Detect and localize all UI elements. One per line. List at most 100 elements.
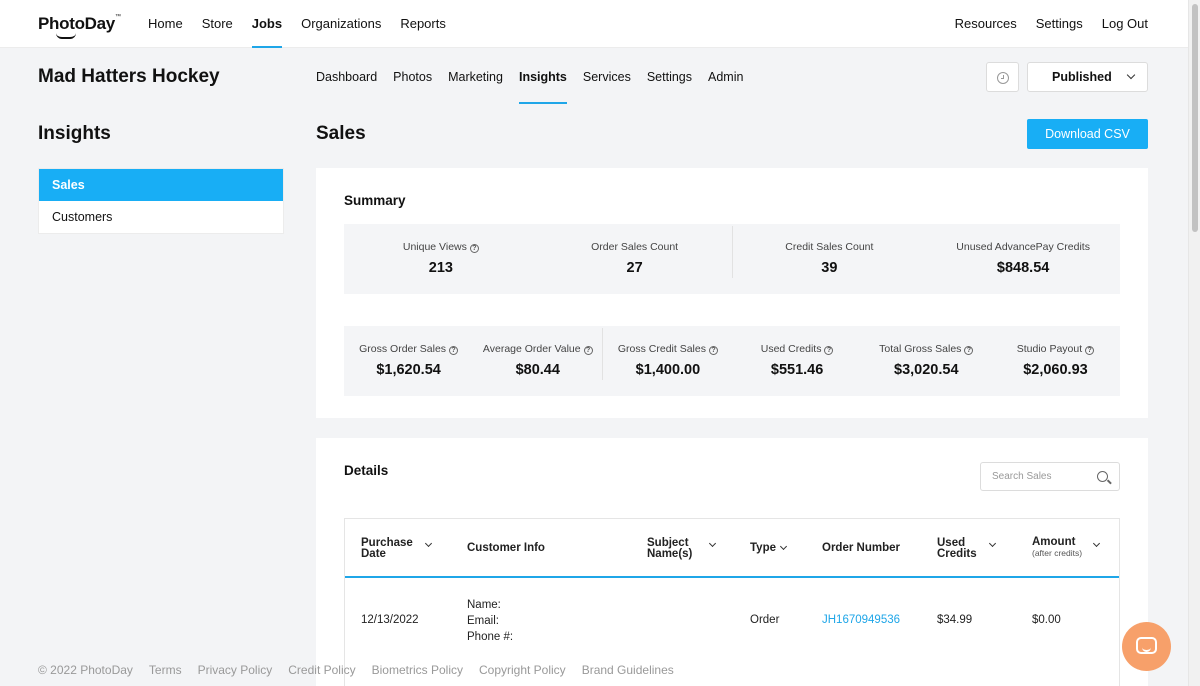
job-status-value: Published xyxy=(1052,70,1112,84)
sidebar-title: Insights xyxy=(38,123,111,144)
col-used-credits[interactable]: Used Credits xyxy=(937,537,977,560)
stat-value: $1,620.54 xyxy=(376,362,441,378)
stat-unused-advancepay-credits: Unused AdvancePay Credits $848.54 xyxy=(926,224,1120,294)
stat-value: $3,020.54 xyxy=(894,362,959,378)
chevron-down-icon[interactable] xyxy=(424,539,433,548)
summary-row-financial: Gross Order Sales? $1,620.54 Average Ord… xyxy=(344,326,1120,396)
cell-customer-info: Name: Email: Phone #: xyxy=(467,599,514,643)
tab-settings[interactable]: Settings xyxy=(646,70,692,84)
stat-value: 27 xyxy=(626,260,643,276)
stat-value: $80.44 xyxy=(515,362,560,378)
sidebar-item-sales[interactable]: Sales xyxy=(39,169,283,201)
help-icon[interactable]: ? xyxy=(1085,346,1095,355)
footer-privacy-link[interactable]: Privacy Policy xyxy=(197,663,273,677)
stat-value: $2,060.93 xyxy=(1023,362,1088,378)
help-icon[interactable]: ? xyxy=(824,346,834,355)
nav-organizations[interactable]: Organizations xyxy=(301,16,382,31)
nav-settings[interactable]: Settings xyxy=(1035,16,1083,31)
stat-divider xyxy=(731,226,733,278)
cell-type: Order xyxy=(750,614,780,626)
page-scrollbar[interactable] xyxy=(1188,0,1200,686)
stat-value: $551.46 xyxy=(770,362,824,378)
tab-photos[interactable]: Photos xyxy=(393,70,433,84)
job-subnav: Dashboard Photos Marketing Insights Serv… xyxy=(316,58,759,104)
col-purchase-date[interactable]: Purchase Date xyxy=(361,537,413,560)
summary-row-primary: Unique Views? 213 Order Sales Count 27 C… xyxy=(344,224,1120,294)
summary-title: Summary xyxy=(344,193,406,208)
stat-value: $1,400.00 xyxy=(635,362,701,378)
tab-dashboard[interactable]: Dashboard xyxy=(316,70,378,84)
chevron-down-icon xyxy=(1126,70,1136,80)
clock-icon xyxy=(997,72,1009,84)
summary-card: Summary Unique Views? 213 Order Sales Co… xyxy=(316,168,1148,418)
nav-reports[interactable]: Reports xyxy=(400,16,446,31)
stat-order-sales-count: Order Sales Count 27 xyxy=(538,224,732,294)
search-sales-input[interactable]: Search Sales xyxy=(980,462,1120,491)
nav-home[interactable]: Home xyxy=(148,16,183,31)
col-subject-names[interactable]: Subject Name(s) xyxy=(647,537,693,560)
cell-used-credits: $34.99 xyxy=(937,614,973,626)
chevron-down-icon[interactable] xyxy=(988,539,997,548)
help-icon[interactable]: ? xyxy=(449,346,459,355)
col-amount[interactable]: Amount (after credits) xyxy=(1032,536,1083,558)
footer-brand-guidelines-link[interactable]: Brand Guidelines xyxy=(581,663,674,677)
photoday-logo[interactable]: PhotoDay™ xyxy=(38,14,121,39)
nav-resources[interactable]: Resources xyxy=(954,16,1017,31)
footer-terms-link[interactable]: Terms xyxy=(148,663,182,677)
stat-value: $848.54 xyxy=(996,260,1050,276)
tab-insights[interactable]: Insights xyxy=(518,58,567,104)
job-status-select[interactable]: Published xyxy=(1027,62,1148,92)
stat-value: 39 xyxy=(821,260,838,276)
stat-unique-views: Unique Views? 213 xyxy=(344,224,538,294)
history-button[interactable] xyxy=(986,62,1019,92)
scrollbar-thumb[interactable] xyxy=(1192,4,1198,232)
footer-credit-policy-link[interactable]: Credit Policy xyxy=(288,663,356,677)
nav-logout[interactable]: Log Out xyxy=(1101,16,1148,31)
stat-gross-order-sales: Gross Order Sales? $1,620.54 xyxy=(344,326,473,396)
stat-total-gross-sales: Total Gross Sales? $3,020.54 xyxy=(862,326,991,396)
stat-average-order-value: Average Order Value? $80.44 xyxy=(473,326,602,396)
download-csv-button[interactable]: Download CSV xyxy=(1027,119,1148,149)
stat-used-credits: Used Credits? $551.46 xyxy=(733,326,862,396)
search-icon[interactable] xyxy=(1097,471,1108,482)
chat-launcher-button[interactable] xyxy=(1122,622,1171,671)
help-icon[interactable]: ? xyxy=(964,346,974,355)
nav-store[interactable]: Store xyxy=(201,16,233,31)
cell-purchase-date: 12/13/2022 xyxy=(361,614,419,626)
stat-studio-payout: Studio Payout? $2,060.93 xyxy=(991,326,1120,396)
nav-jobs[interactable]: Jobs xyxy=(251,0,283,48)
tab-marketing[interactable]: Marketing xyxy=(448,70,503,84)
stat-gross-credit-sales: Gross Credit Sales? $1,400.00 xyxy=(603,326,732,396)
chevron-down-icon[interactable] xyxy=(779,542,788,551)
sidebar-menu: Sales Customers xyxy=(38,168,284,234)
help-icon[interactable]: ? xyxy=(469,244,479,253)
details-title: Details xyxy=(344,463,389,478)
account-nav: Resources Settings Log Out xyxy=(936,0,1148,48)
sidebar-item-customers[interactable]: Customers xyxy=(52,210,113,224)
tab-services[interactable]: Services xyxy=(582,70,631,84)
details-card: Details Search Sales Purchase Date Custo… xyxy=(316,438,1148,686)
sales-table: Purchase Date Customer Info Subject Name… xyxy=(344,518,1120,686)
stat-divider xyxy=(602,328,604,380)
footer-biometrics-link[interactable]: Biometrics Policy xyxy=(371,663,463,677)
table-header: Purchase Date Customer Info Subject Name… xyxy=(345,519,1119,578)
tab-admin[interactable]: Admin xyxy=(708,70,744,84)
cell-amount: $0.00 xyxy=(1032,614,1061,626)
stat-value: 213 xyxy=(428,260,453,276)
job-title: Mad Hatters Hockey xyxy=(38,66,220,87)
col-type[interactable]: Type xyxy=(750,542,776,554)
help-icon[interactable]: ? xyxy=(583,346,593,355)
footer-copyright: © 2022 PhotoDay xyxy=(38,663,133,677)
chat-icon xyxy=(1136,637,1157,654)
col-order-number: Order Number xyxy=(822,542,900,554)
stat-credit-sales-count: Credit Sales Count 39 xyxy=(733,224,927,294)
footer: © 2022 PhotoDay Terms Privacy Policy Cre… xyxy=(38,663,690,677)
chevron-down-icon[interactable] xyxy=(708,539,717,548)
col-customer-info: Customer Info xyxy=(467,542,545,554)
help-icon[interactable]: ? xyxy=(708,346,718,355)
main-nav: Home Store Jobs Organizations Reports xyxy=(148,0,465,48)
page-title: Sales xyxy=(316,123,366,144)
footer-copyright-policy-link[interactable]: Copyright Policy xyxy=(478,663,566,677)
chevron-down-icon[interactable] xyxy=(1092,539,1101,548)
order-number-link[interactable]: JH1670949536 xyxy=(822,614,901,626)
